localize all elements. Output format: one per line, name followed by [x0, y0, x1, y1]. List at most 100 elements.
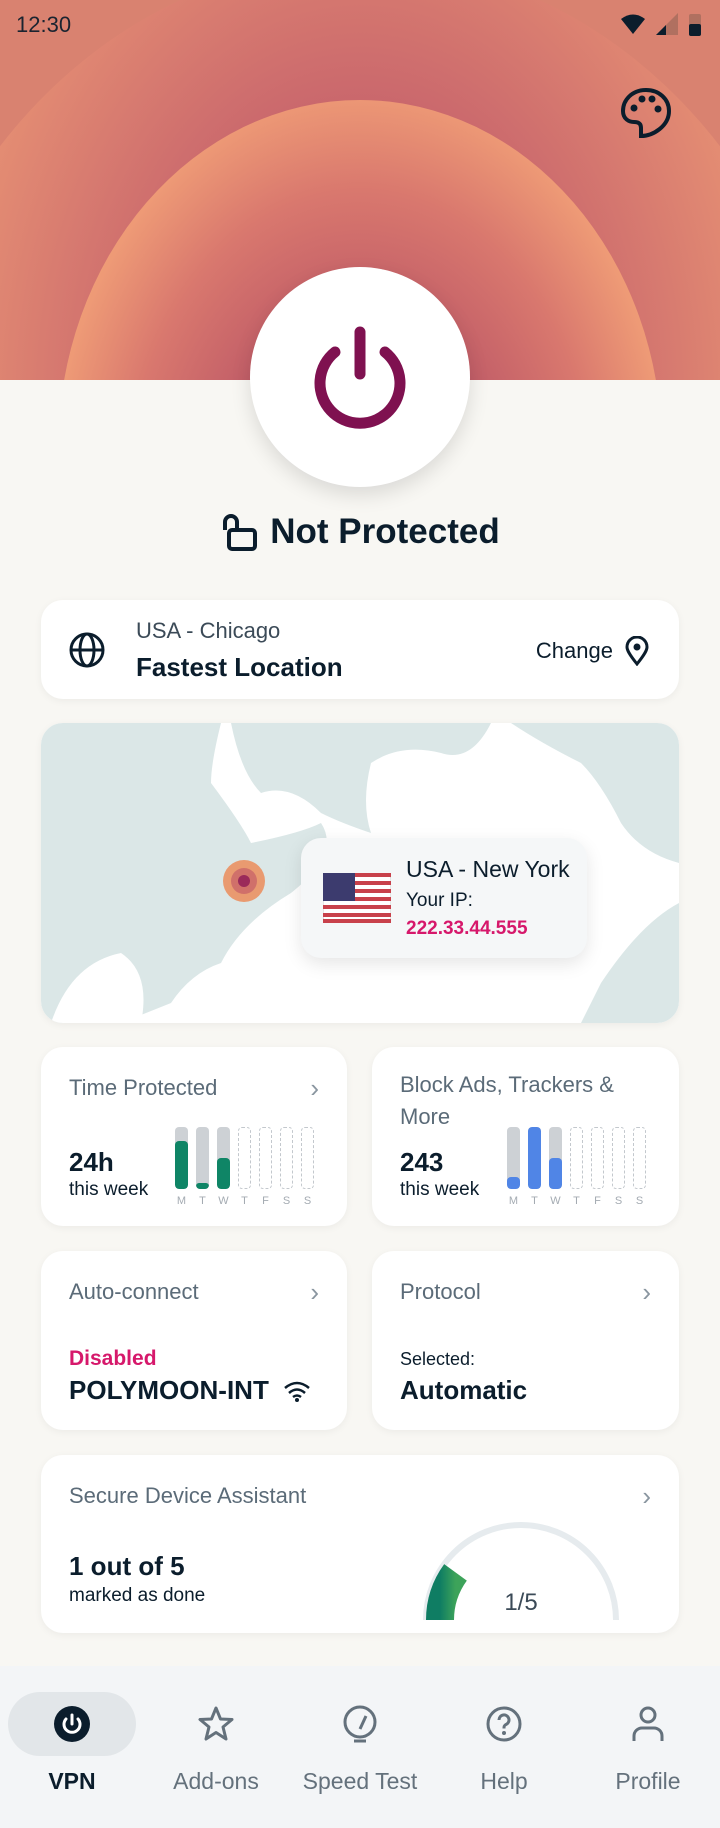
location-name: Fastest Location — [136, 652, 343, 682]
gauge-fill — [426, 1564, 468, 1621]
ip-address: 222.33.44.555 — [406, 918, 528, 939]
change-label: Change — [535, 638, 613, 663]
bar-track — [280, 1127, 293, 1189]
network-row: POLYMOON-INT — [69, 1375, 311, 1406]
protocol-value: Automatic — [400, 1375, 528, 1405]
day-bar: S — [301, 1127, 314, 1207]
globe-icon — [69, 632, 105, 668]
nav-add-ons[interactable]: Add-ons — [144, 1666, 288, 1828]
day-label: S — [303, 1195, 312, 1207]
protocol-label: Selected: — [400, 1349, 476, 1369]
palette-icon[interactable] — [618, 84, 674, 140]
card-title: Time Protected — [69, 1075, 218, 1100]
day-bar: M — [175, 1127, 188, 1207]
day-bar: W — [549, 1127, 562, 1207]
card-title: Block Ads, Trackers & More — [400, 1072, 614, 1129]
status-text: Not Protected — [270, 512, 500, 551]
day-label: M — [508, 1195, 519, 1207]
secure-device-assistant-card[interactable]: Secure Device Assistant › 1 out of 5 mar… — [41, 1455, 679, 1633]
nav-profile[interactable]: Profile — [576, 1666, 720, 1828]
wifi-icon — [284, 1381, 310, 1402]
location-pin-icon — [625, 636, 649, 666]
protocol-card[interactable]: Protocol › Selected: Automatic — [372, 1251, 679, 1430]
bar-fill — [549, 1158, 562, 1189]
person-icon — [632, 1706, 664, 1741]
day-bar: T — [196, 1127, 209, 1207]
nav-help[interactable]: Help — [432, 1666, 576, 1828]
status-icons — [620, 12, 702, 36]
day-label: F — [262, 1195, 269, 1207]
time-sub: this week — [69, 1179, 149, 1200]
day-bar: S — [280, 1127, 293, 1207]
auto-connect-card[interactable]: Auto-connect › Disabled POLYMOON-INT — [41, 1251, 347, 1430]
card-title: Protocol — [400, 1279, 481, 1304]
bar-fill — [528, 1127, 541, 1189]
bar-track — [549, 1127, 562, 1189]
day-bar: M — [507, 1127, 520, 1207]
day-label: T — [573, 1195, 580, 1207]
protection-status: Not Protected — [0, 512, 720, 552]
bar-fill — [175, 1141, 188, 1189]
chevron-right-icon: › — [310, 1073, 319, 1103]
day-label: S — [614, 1195, 623, 1207]
hero-background — [0, 0, 720, 380]
change-location-button[interactable]: Change — [536, 636, 649, 666]
assistant-sub: marked as done — [69, 1585, 206, 1606]
day-label: F — [594, 1195, 601, 1207]
signal-icon — [656, 13, 678, 35]
location-card[interactable]: USA - Chicago Fastest Location Change — [41, 600, 679, 699]
star-icon — [198, 1706, 234, 1741]
nav-vpn[interactable]: VPN — [0, 1666, 144, 1828]
day-bar: F — [591, 1127, 604, 1207]
nav-label: Add-ons — [173, 1768, 259, 1794]
bar-track — [196, 1127, 209, 1189]
autoconnect-state: Disabled — [69, 1347, 157, 1370]
day-label: W — [218, 1195, 229, 1207]
power-icon — [314, 326, 406, 429]
battery-icon — [689, 14, 701, 36]
nav-speed-test[interactable]: Speed Test — [288, 1666, 432, 1828]
bar-track — [570, 1127, 583, 1189]
blocked-sub: this week — [400, 1179, 480, 1200]
block-ads-card[interactable]: Block Ads, Trackers & More 243 this week… — [372, 1047, 679, 1226]
network-name: POLYMOON-INT — [69, 1375, 269, 1405]
map-location: USA - New York — [406, 856, 570, 882]
day-bar: T — [570, 1127, 583, 1207]
chevron-right-icon: › — [642, 1481, 651, 1511]
help-icon — [486, 1706, 522, 1742]
day-label: S — [635, 1195, 644, 1207]
day-label: M — [176, 1195, 187, 1207]
day-label: T — [199, 1195, 206, 1207]
bar-track — [591, 1127, 604, 1189]
map-card[interactable]: USA - New York Your IP: 222.33.44.555 — [41, 723, 679, 1023]
unlock-icon — [223, 514, 258, 551]
usa-flag-icon — [323, 873, 391, 923]
connect-power-button[interactable] — [250, 267, 470, 487]
day-bar: F — [259, 1127, 272, 1207]
day-label: T — [241, 1195, 248, 1207]
day-bar: T — [238, 1127, 251, 1207]
bar-track — [217, 1127, 230, 1189]
speedometer-icon — [343, 1705, 377, 1743]
location-region: USA - Chicago — [136, 618, 281, 643]
bar-track — [301, 1127, 314, 1189]
wifi-icon — [621, 14, 645, 34]
nav-label: VPN — [48, 1768, 96, 1794]
day-label: S — [282, 1195, 291, 1207]
bar-fill — [507, 1176, 520, 1189]
location-tooltip: USA - New York Your IP: 222.33.44.555 — [301, 838, 587, 958]
day-bar: S — [633, 1127, 646, 1207]
bar-track — [528, 1127, 541, 1189]
bar-fill — [217, 1158, 230, 1189]
blocked-value: 243 — [400, 1147, 444, 1177]
day-label: W — [550, 1195, 561, 1207]
power-icon — [54, 1706, 90, 1742]
day-bar: T — [528, 1127, 541, 1207]
bar-track — [238, 1127, 251, 1189]
chevron-right-icon: › — [642, 1277, 651, 1307]
day-bar: S — [612, 1127, 625, 1207]
bar-track — [612, 1127, 625, 1189]
